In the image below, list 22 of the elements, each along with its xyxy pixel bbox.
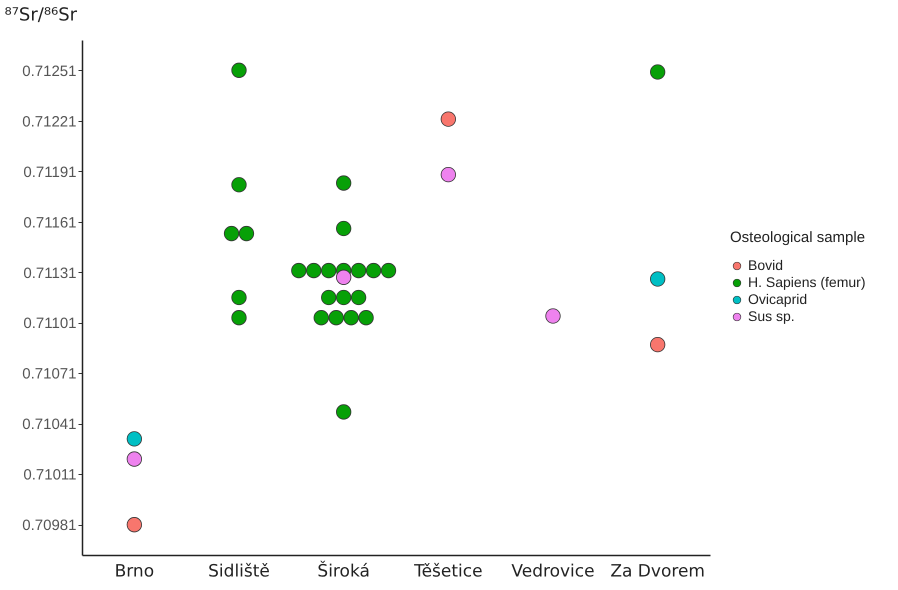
legend-label: Bovid: [748, 257, 784, 273]
y-tick-label: 0.71071: [22, 366, 76, 383]
x-tick-label: Za Dvorem: [610, 562, 705, 582]
y-tick-label: 0.71131: [23, 264, 76, 282]
legend-label: Ovicaprid: [748, 291, 808, 307]
x-tick-label: Těšetice: [413, 562, 483, 582]
y-tick-label: 0.71011: [23, 466, 76, 484]
x-tick-label: Široká: [317, 560, 370, 582]
y-tick-label: 0.71251: [22, 62, 76, 80]
y-tick-label: 0.70981: [22, 517, 76, 534]
x-tick-label: Sidliště: [208, 562, 270, 582]
y-axis-title: ⁸⁷Sr/⁸⁶Sr: [4, 4, 78, 26]
x-tick-label: Brno: [114, 562, 154, 582]
legend-title: Osteological sample: [730, 229, 866, 246]
legend-label: H. Sapiens (femur): [748, 274, 866, 290]
x-tick-label: Vedrovice: [511, 562, 595, 582]
y-tick-label: 0.71161: [23, 214, 76, 232]
y-tick-label: 0.71041: [22, 416, 76, 434]
y-tick-label: 0.71191: [23, 164, 76, 181]
legend-label: Sus sp.: [748, 308, 795, 324]
y-tick-label: 0.71221: [22, 113, 76, 130]
y-tick-label: 0.71101: [23, 315, 76, 332]
